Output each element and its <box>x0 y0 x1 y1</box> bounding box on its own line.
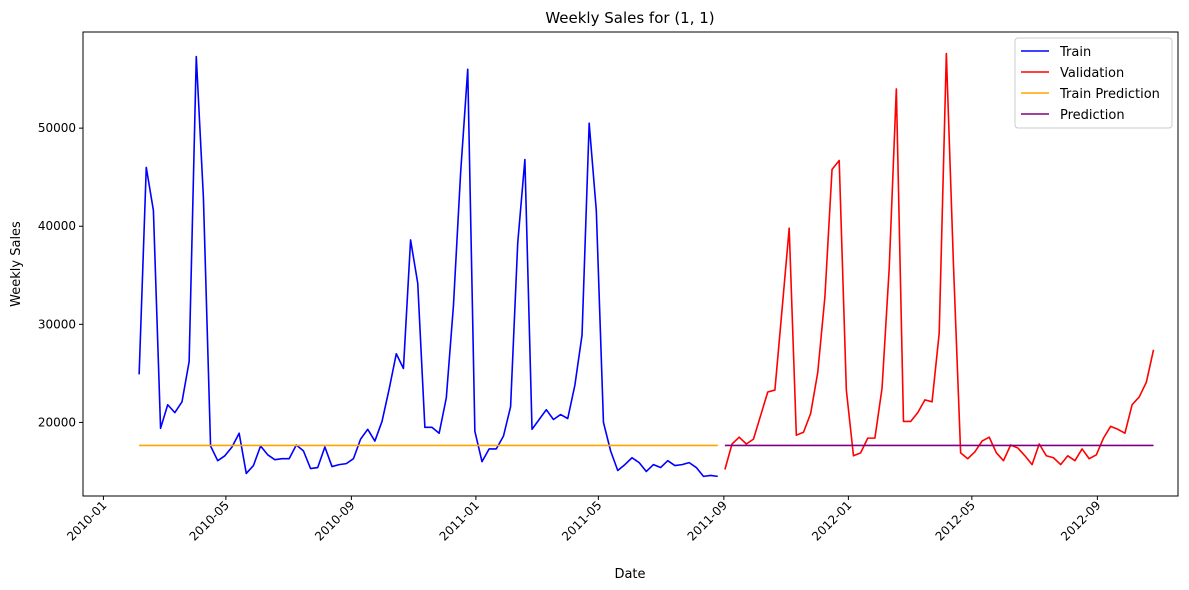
y-tick-label: 50000 <box>38 121 76 135</box>
legend-box <box>1014 37 1173 129</box>
plot-frame <box>82 31 1179 497</box>
y-tick-label: 30000 <box>38 317 76 331</box>
plot-background <box>83 32 1178 496</box>
legend-label-validation: Validation <box>1060 66 1124 81</box>
legend-label-train-prediction: Train Prediction <box>1059 87 1160 102</box>
chart-title: Weekly Sales for (1, 1) <box>545 9 714 27</box>
legend-label-prediction: Prediction <box>1060 108 1125 123</box>
y-tick-label: 40000 <box>38 219 76 233</box>
y-tick-label: 20000 <box>38 415 76 429</box>
series-layer <box>138 52 1155 478</box>
y-axis-label: Weekly Sales <box>9 221 24 307</box>
series-line-validation <box>724 52 1155 470</box>
legend-label-train: Train <box>1059 45 1091 60</box>
legend: Train Validation Train Prediction Predictio… <box>1014 37 1173 129</box>
x-axis-label: Date <box>614 567 645 582</box>
plot-area <box>82 31 1179 497</box>
y-axis: 20000 30000 40000 50000 <box>38 121 83 429</box>
series-line-train <box>138 55 718 478</box>
